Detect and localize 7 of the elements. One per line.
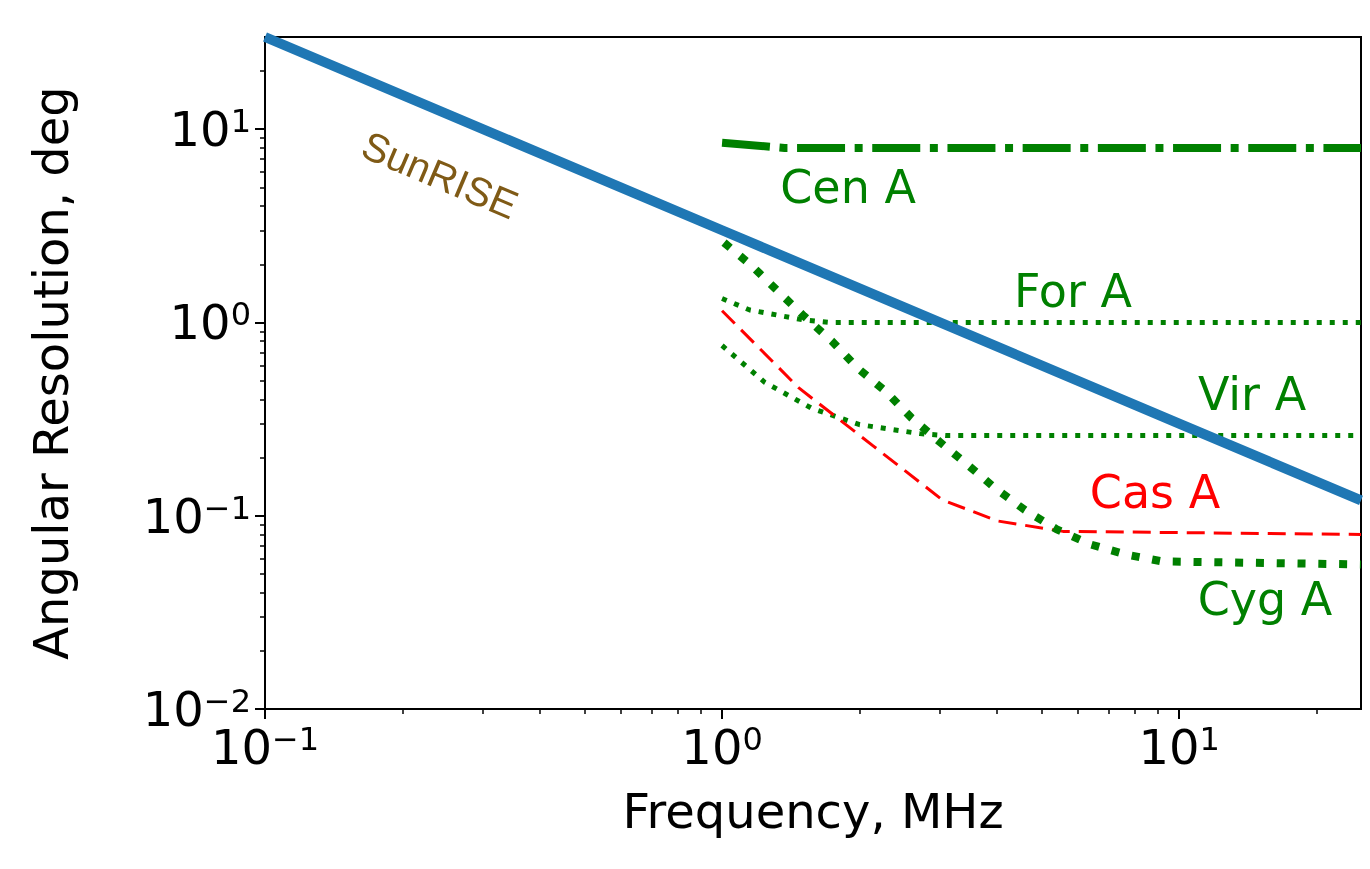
series-label: For A xyxy=(1014,264,1133,319)
series-label: Cen A xyxy=(780,159,917,214)
series-label: Cyg A xyxy=(1197,572,1333,627)
series-label: Cas A xyxy=(1089,465,1221,520)
series-label: Vir A xyxy=(1197,366,1307,421)
y-axis-title: Angular Resolution, deg xyxy=(23,86,79,660)
x-axis-title: Frequency, MHz xyxy=(622,783,1004,839)
